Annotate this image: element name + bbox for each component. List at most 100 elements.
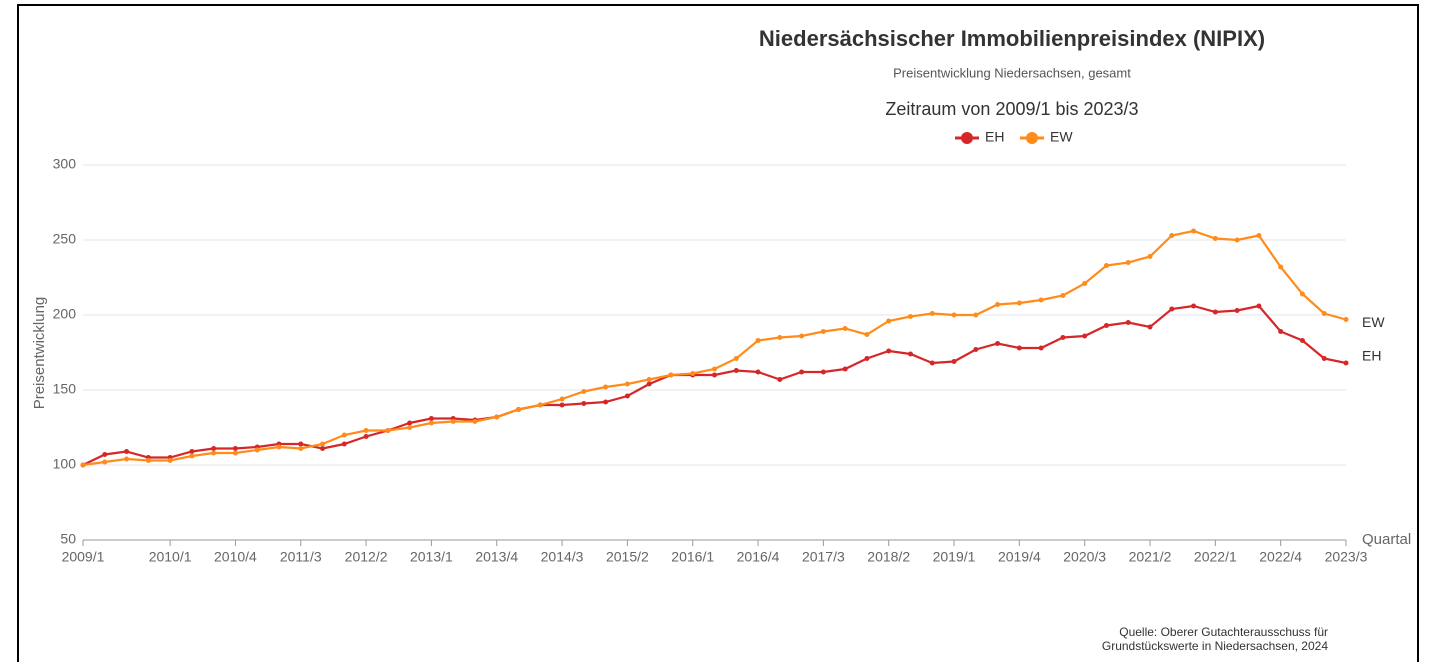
data-point [124,449,130,454]
data-point [124,456,130,462]
data-point [733,368,739,373]
data-point [298,441,304,447]
data-point [820,369,826,375]
data-point [1016,300,1022,306]
data-point [1082,333,1088,339]
data-point [320,446,326,451]
data-point [1321,356,1327,361]
data-point [733,356,739,361]
x-tick-label: 2017/3 [802,549,845,565]
data-point [1016,345,1022,351]
data-point [1060,293,1066,298]
data-point [341,432,347,438]
data-point [1125,320,1131,325]
y-tick-label: 200 [53,306,77,322]
end-label: EW [1362,314,1385,330]
data-point [254,447,260,453]
legend-marker [961,132,973,144]
data-point [80,462,86,468]
data-point [537,402,543,408]
data-point [1038,345,1044,351]
y-tick-label: 250 [53,231,77,247]
data-point [1038,297,1044,303]
chart-subtitle: Preisentwicklung Niedersachsen, gesamt [893,65,1131,80]
data-point [494,414,500,420]
y-tick-label: 150 [53,381,77,397]
x-tick-label: 2022/4 [1259,549,1302,565]
data-point [211,446,217,451]
data-point [1234,237,1240,243]
frame [17,4,1419,662]
data-point [1278,264,1284,270]
data-point [1299,338,1305,343]
data-point [1321,311,1327,316]
data-point [232,450,238,456]
data-point [907,314,913,319]
data-point [211,450,217,456]
data-point [1256,303,1262,309]
data-point [646,377,652,382]
data-point [1103,263,1109,268]
data-point [973,347,979,352]
data-point [907,351,913,357]
data-point [624,381,630,387]
data-point [951,312,957,318]
data-point [516,407,522,412]
y-tick-label: 50 [60,531,76,547]
data-point [145,458,151,463]
x-tick-label: 2013/1 [410,549,453,565]
data-point [428,420,434,426]
data-point [1169,233,1175,238]
data-point [189,453,195,459]
x-tick-label: 2013/4 [475,549,518,565]
x-tick-label: 2021/2 [1129,549,1172,565]
data-point [363,428,369,433]
data-point [864,356,870,361]
data-point [1191,303,1197,309]
source: Grundstückswerte in Niedersachsen, 2024 [1102,639,1328,653]
data-point [799,333,805,339]
data-point [320,441,326,447]
data-point [102,452,108,457]
x-tick-label: 2011/3 [280,549,322,565]
source: Quelle: Oberer Gutachterausschuss für [1119,625,1328,639]
data-point [1212,236,1218,241]
data-point [668,372,674,378]
data-point [929,311,935,316]
data-point [624,393,630,399]
data-point [1147,254,1153,259]
data-point [385,428,391,433]
x-tick-label: 2019/4 [998,549,1041,565]
data-point [929,360,935,366]
data-point [995,341,1001,346]
data-point [1082,281,1088,286]
data-point [603,384,609,390]
data-point [1278,329,1284,334]
data-point [472,419,478,424]
data-point [189,449,195,454]
x-tick-label: 2018/2 [867,549,910,565]
data-point [1212,309,1218,315]
data-point [842,366,848,372]
data-point [341,441,347,447]
end-label: EH [1362,348,1381,364]
data-point [1191,228,1197,234]
data-point [232,446,238,451]
y-tick-label: 100 [53,456,77,472]
data-point [276,444,282,450]
data-point [1343,360,1349,366]
data-point [777,377,783,382]
data-point [646,381,652,387]
data-point [1299,291,1305,297]
data-point [886,348,892,354]
x-tick-label: 2016/4 [737,549,780,565]
data-point [712,366,717,372]
x-tick-label: 2010/1 [149,549,192,565]
data-point [603,399,609,405]
data-point [581,401,587,406]
data-point [951,359,957,364]
data-point [167,458,173,463]
data-point [559,396,565,402]
data-point [1147,324,1153,330]
